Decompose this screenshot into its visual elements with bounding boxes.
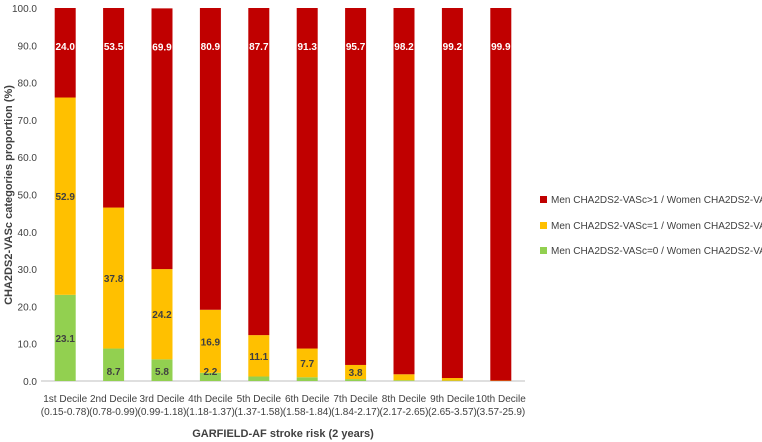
bar-value-label: 95.7: [346, 42, 366, 53]
bar-value-label: 99.2: [443, 42, 463, 53]
y-tick-label: 50.0: [18, 191, 38, 202]
bar-segment: [296, 377, 318, 381]
y-tick-label: 20.0: [18, 302, 38, 313]
bar-segment: [151, 359, 173, 381]
bar-segment: [345, 364, 367, 380]
x-tick-range: (1.18-1.37): [186, 407, 235, 418]
x-tick-label: 3rd Decile: [139, 394, 184, 405]
bar-value-label: 80.9: [201, 42, 221, 53]
bar-segment: [393, 380, 415, 381]
bar-segment: [296, 348, 318, 378]
bar-value-label: 16.9: [201, 337, 221, 348]
y-tick-label: 100.0: [12, 4, 37, 15]
y-tick-label: 80.0: [18, 79, 38, 90]
x-tick-label: 9th Decile: [430, 394, 475, 405]
bar-segment: [54, 294, 76, 381]
x-tick-range: (3.57-25.9): [476, 407, 525, 418]
bar-value-label: 53.5: [104, 42, 124, 53]
bar-segment: [54, 97, 76, 295]
x-tick-label: 4th Decile: [188, 394, 233, 405]
bar-value-label: 91.3: [297, 42, 317, 53]
bar-segment: [199, 8, 221, 310]
x-tick-range: (1.37-1.58): [234, 407, 283, 418]
y-axis-title: CHA2DS2-VASc categories proportion (%): [3, 85, 15, 305]
legend-label: Men CHA2DS2-VASc=0 / Women CHA2DS2-VASc=…: [551, 246, 762, 257]
x-tick-label: 2nd Decile: [90, 394, 138, 405]
y-tick-label: 30.0: [18, 265, 38, 276]
bar-value-label: 98.2: [394, 42, 414, 53]
x-tick-range: (1.84-2.17): [331, 407, 380, 418]
bar-segment: [248, 335, 270, 377]
bar-value-label: 3.8: [349, 368, 363, 379]
y-tick-label: 60.0: [18, 153, 38, 164]
y-tick-label: 40.0: [18, 228, 38, 239]
x-axis: 1st Decile (0.15-0.78)2nd Decile (0.78-0.9…: [41, 394, 527, 418]
bar-segment: [151, 269, 173, 360]
x-tick-range: (2.17-2.65): [380, 407, 429, 418]
bar-value-label: 37.8: [104, 274, 124, 285]
bar-segment: [248, 8, 270, 336]
x-tick-range: (0.15-0.78): [41, 407, 90, 418]
bar-value-label: 24.2: [152, 310, 172, 321]
bar-value-label: 2.2: [203, 367, 217, 378]
bar-segment: [490, 8, 512, 381]
bar-segment: [441, 378, 463, 381]
bar-segment: [393, 8, 415, 375]
bar-value-label: 5.8: [155, 367, 169, 378]
x-tick-label: 8th Decile: [382, 394, 427, 405]
bar-value-label: 7.7: [300, 359, 314, 370]
bar-segment: [103, 8, 125, 208]
bar-segment: [248, 376, 270, 381]
bar-value-label: 69.9: [152, 42, 172, 53]
bar-segment: [151, 8, 173, 270]
legend-swatch: [540, 222, 547, 229]
bar-segment: [393, 374, 415, 381]
bar-value-label: 99.9: [491, 42, 511, 53]
legend-swatch: [540, 247, 547, 254]
x-tick-range: (0.99-1.18): [138, 407, 187, 418]
x-tick-range: (1.58-1.84): [283, 407, 332, 418]
bar-segment: [199, 309, 221, 373]
bars: [54, 8, 512, 381]
bar-value-labels: 23.1 52.9 24.0 8.7 37.8 53.5 5.8 24.2 69.9 2.2 16.…: [55, 42, 511, 379]
bar-value-label: 8.7: [107, 367, 121, 378]
x-tick-label: 7th Decile: [333, 394, 378, 405]
x-tick-label: 10th Decile: [476, 394, 526, 405]
bar-segment: [345, 8, 367, 365]
y-tick-label: 70.0: [18, 116, 38, 127]
y-tick-label: 10.0: [18, 340, 38, 351]
bar-segment: [441, 8, 463, 379]
bar-value-label: 11.1: [249, 352, 268, 363]
bar-segment: [199, 372, 221, 381]
x-tick-label: 5th Decile: [237, 394, 282, 405]
y-tick-label: 0.0: [23, 377, 37, 388]
bar-value-label: 52.9: [55, 192, 75, 203]
x-tick-range: (0.78-0.99): [89, 407, 138, 418]
legend: Men CHA2DS2-VASc>1 / Women CHA2DS2-VASc>…: [540, 195, 762, 257]
bar-segment: [54, 8, 76, 98]
y-tick-label: 90.0: [18, 41, 38, 52]
legend-label: Men CHA2DS2-VASc=1 / Women CHA2DS2-VASc=…: [551, 221, 762, 232]
legend-swatch: [540, 196, 547, 203]
bar-segment: [296, 8, 318, 349]
x-tick-label: 1st Decile: [43, 394, 87, 405]
x-tick-label: 6th Decile: [285, 394, 330, 405]
x-tick-range: (2.65-3.57): [428, 407, 477, 418]
bar-value-label: 87.7: [249, 42, 269, 53]
bar-segment: [103, 207, 125, 349]
bar-value-label: 23.1: [55, 334, 75, 345]
bar-segment: [103, 348, 125, 381]
bar-segment: [345, 379, 367, 381]
legend-label: Men CHA2DS2-VASc>1 / Women CHA2DS2-VASc>…: [551, 195, 762, 206]
x-axis-title: GARFIELD-AF stroke risk (2 years): [192, 428, 374, 440]
bar-value-label: 24.0: [55, 42, 75, 53]
